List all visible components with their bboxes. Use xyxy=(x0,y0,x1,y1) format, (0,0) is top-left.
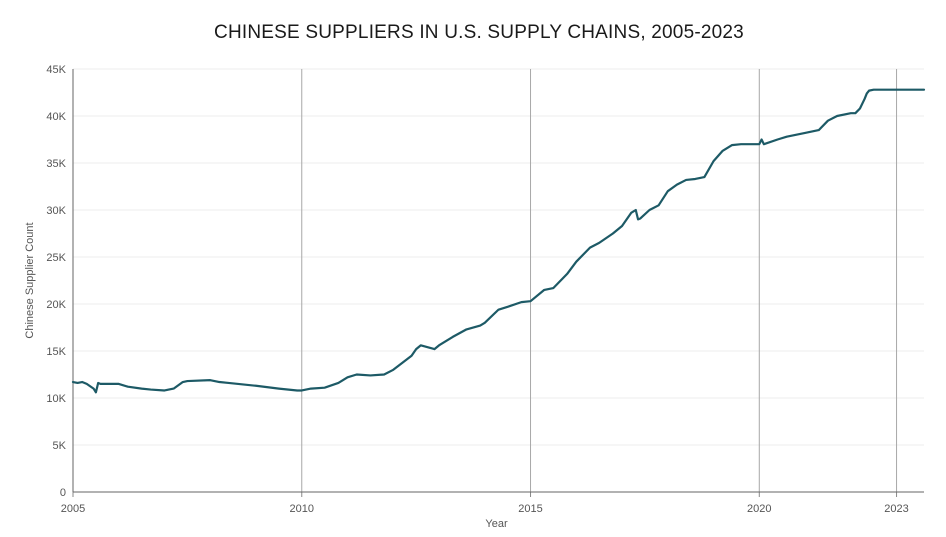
y-tick-label: 30K xyxy=(46,205,66,217)
x-tick-label: 2020 xyxy=(747,503,771,515)
grid-layer xyxy=(73,68,924,446)
y-tick-label: 45K xyxy=(46,64,66,76)
series-layer xyxy=(71,88,926,394)
x-axis-title: Year xyxy=(485,518,508,530)
x-tick-label: 2010 xyxy=(290,503,314,515)
y-tick-label: 35K xyxy=(46,158,66,170)
label-layer: 0 5K 10K 15K 20K 25K 30K 35K 40K 45K 2005 2010 2015 2… xyxy=(24,64,909,530)
axis-layer xyxy=(72,69,924,497)
series-line-0 xyxy=(71,88,926,394)
y-tick-label: 15K xyxy=(46,346,66,358)
x-tick-label: 2005 xyxy=(61,503,85,515)
y-tick-label: 25K xyxy=(46,252,66,264)
x-tick-label: 2015 xyxy=(518,503,542,515)
y-tick-label: 10K xyxy=(46,393,66,405)
year-divider-layer xyxy=(301,69,898,492)
y-tick-label: 20K xyxy=(46,299,66,311)
y-tick-label: 40K xyxy=(46,111,66,123)
chart-title: CHINESE SUPPLIERS IN U.S. SUPPLY CHAINS,… xyxy=(214,22,744,43)
y-tick-label: 5K xyxy=(53,440,67,452)
y-tick-label: 0 xyxy=(60,487,66,499)
y-axis-title: Chinese Supplier Count xyxy=(24,222,36,338)
x-tick-label: 2023 xyxy=(884,503,908,515)
